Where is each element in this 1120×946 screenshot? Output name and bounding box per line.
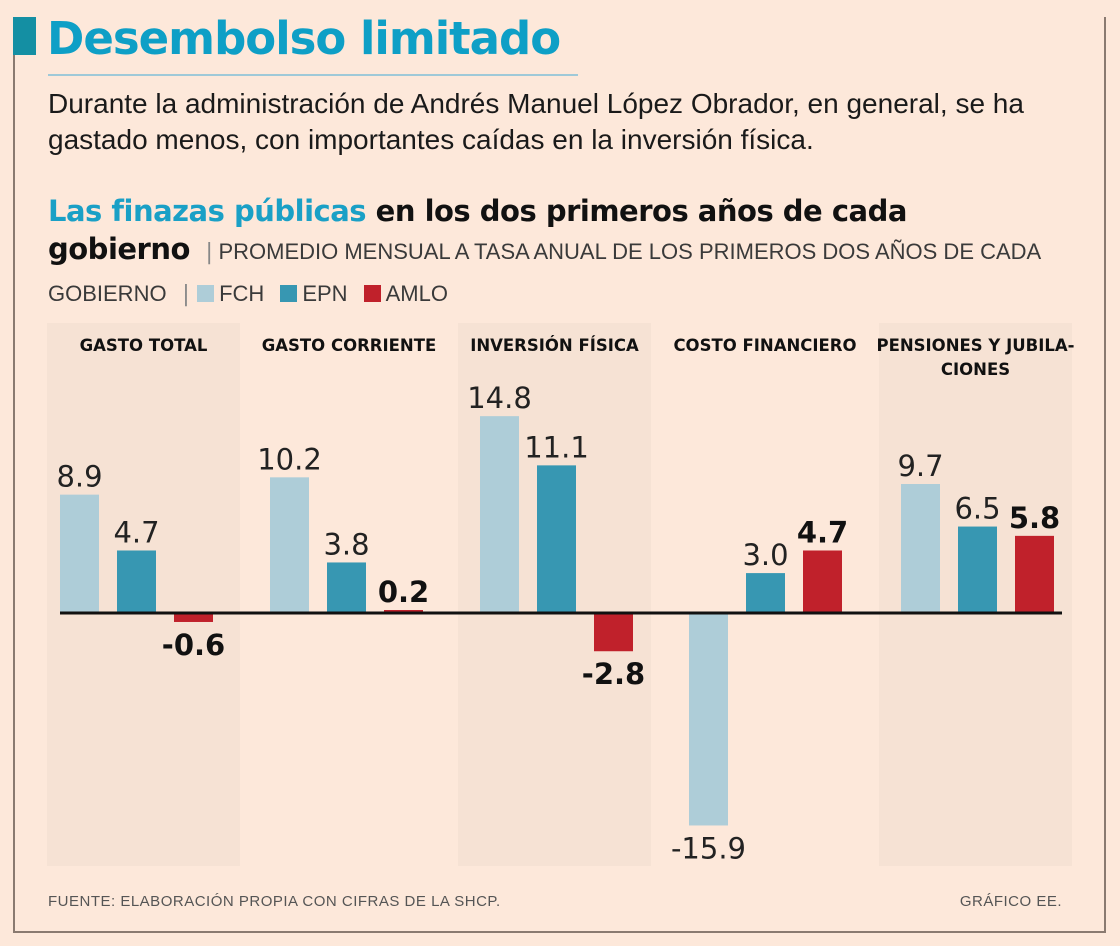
category-label: GASTO CORRIENTE — [262, 336, 437, 355]
legend: FCH EPN AMLO — [195, 281, 462, 306]
legend-item-fch: FCH — [195, 281, 264, 306]
bar-fch — [60, 494, 99, 613]
category-label: PENSIONES Y JUBILA- — [876, 336, 1074, 355]
data-label: 10.2 — [257, 442, 322, 476]
category-label: CIONES — [941, 360, 1010, 379]
legend-swatch-amlo — [363, 285, 381, 302]
legend-item-epn: EPN — [278, 281, 348, 306]
bar-epn — [117, 550, 156, 613]
data-label: 3.8 — [323, 527, 369, 561]
bar-amlo — [803, 550, 842, 613]
bar-fch — [689, 614, 728, 826]
data-label: 5.8 — [1009, 501, 1060, 535]
legend-label-amlo: AMLO — [385, 281, 448, 306]
data-label: -2.8 — [582, 657, 645, 691]
title-divider — [48, 74, 578, 76]
subhead-note: PROMEDIO MENSUAL A TASA ANUAL DE LOS PRI… — [48, 239, 1041, 306]
data-label: -0.6 — [162, 628, 225, 662]
page-title: Desembolso limitado — [47, 12, 561, 65]
legend-swatch-epn — [280, 285, 298, 302]
data-label: 3.0 — [742, 538, 788, 572]
subhead-rest: en los dos primeros años de cada gobiern… — [48, 194, 907, 266]
legend-label-fch: FCH — [219, 281, 265, 306]
category-label: COSTO FINANCIERO — [673, 336, 856, 355]
category-label: GASTO TOTAL — [80, 336, 208, 355]
bar-fch — [480, 416, 519, 613]
data-label: 4.7 — [797, 515, 848, 549]
data-label: 11.1 — [524, 430, 589, 464]
bar-epn — [327, 562, 366, 613]
bar-fch — [901, 483, 940, 613]
bar-epn — [746, 573, 785, 613]
data-label: 6.5 — [954, 492, 1000, 526]
legend-swatch-fch — [197, 285, 215, 302]
data-label: 14.8 — [467, 381, 532, 415]
title-marker — [13, 17, 36, 55]
bar-amlo — [594, 614, 633, 652]
graphic-credit: GRÁFICO EE. — [959, 893, 1062, 910]
bar-fch — [270, 477, 309, 613]
legend-item-amlo: AMLO — [362, 281, 448, 306]
bar-amlo — [1015, 535, 1054, 613]
data-label: 9.7 — [897, 449, 943, 483]
bar-amlo — [174, 614, 213, 622]
data-label: 4.7 — [113, 515, 159, 549]
data-label: 8.9 — [56, 460, 102, 494]
legend-label-epn: EPN — [302, 281, 348, 306]
bar-epn — [537, 465, 576, 613]
data-label: 0.2 — [378, 575, 429, 609]
category-label: INVERSIÓN FÍSICA — [470, 336, 639, 355]
bar-epn — [958, 526, 997, 613]
frame-border — [13, 17, 1106, 933]
dek-text: Durante la administración de Andrés Manu… — [48, 88, 1024, 155]
separator: | — [205, 240, 213, 265]
source-note: FUENTE: ELABORACIÓN PROPIA CON CIFRAS DE… — [48, 893, 501, 910]
separator: | — [182, 282, 190, 307]
data-label: -15.9 — [671, 831, 746, 865]
chart-subhead: Las finazas públicas en los dos primeros… — [48, 192, 1048, 314]
subhead-accent: Las finazas públicas — [48, 194, 367, 228]
